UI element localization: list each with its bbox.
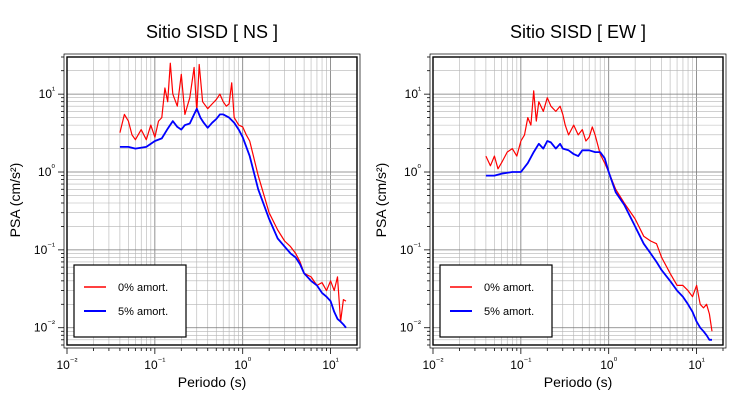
legend-label: 0% amort. xyxy=(118,282,168,294)
y-tick-label: 10⁻² xyxy=(400,319,421,335)
y-tick-label: 10⁻¹ xyxy=(400,241,421,257)
plot-outer-frame xyxy=(429,53,727,349)
y-tick-label: 10⁰ xyxy=(38,163,55,179)
x-tick-label: 10¹ xyxy=(322,356,338,372)
y-tick-label: 10⁻² xyxy=(34,319,55,335)
chart-panel-ns: Sitio SISD [ NS ] Periodo (s) PSA (cm/s²… xyxy=(7,22,361,390)
plot-frame xyxy=(432,56,724,346)
x-tick-label: 10⁻² xyxy=(56,356,77,372)
chart-title: Sitio SISD [ EW ] xyxy=(510,22,646,42)
y-axis-label: PSA (cm/s²) xyxy=(373,163,389,238)
x-axis-label: Periodo (s) xyxy=(178,374,246,390)
legend-box xyxy=(439,264,553,338)
chart-panel-ew: Sitio SISD [ EW ] Periodo (s) PSA (cm/s²… xyxy=(373,22,727,390)
series-lines xyxy=(119,62,347,329)
legend-label: 0% amort. xyxy=(484,282,534,294)
legend-label: 5% amort. xyxy=(484,306,534,318)
axes-frame xyxy=(424,53,727,354)
legend: 0% amort. 5% amort. xyxy=(73,264,187,338)
x-axis-label: Periodo (s) xyxy=(544,374,612,390)
series-line-zero-damping xyxy=(119,62,347,323)
y-tick-label: 10⁻¹ xyxy=(34,241,55,257)
series-lines xyxy=(485,90,713,341)
plot-outer-frame xyxy=(63,53,361,349)
y-tick-label: 10¹ xyxy=(39,85,55,101)
series-line-zero-damping xyxy=(485,90,713,332)
legend: 0% amort. 5% amort. xyxy=(439,264,553,338)
series-line-five-pct-damping xyxy=(485,140,712,341)
tick-labels: 10⁻² 10⁻¹ 10⁰ 10¹ 10⁻² 10⁻¹ 10⁰ 10¹ xyxy=(34,85,339,372)
x-tick-label: 10⁻¹ xyxy=(510,356,531,372)
y-tick-label: 10⁰ xyxy=(404,163,421,179)
tick-labels: 10⁻² 10⁻¹ 10⁰ 10¹ 10⁻² 10⁻¹ 10⁰ 10¹ xyxy=(400,85,705,372)
series-line-five-pct-damping xyxy=(119,107,347,329)
legend-label: 5% amort. xyxy=(118,306,168,318)
legend-box xyxy=(73,264,187,338)
x-tick-label: 10⁰ xyxy=(234,356,251,372)
axes-frame xyxy=(58,53,361,354)
x-tick-label: 10⁰ xyxy=(600,356,617,372)
x-tick-label: 10⁻¹ xyxy=(144,356,165,372)
y-tick-label: 10¹ xyxy=(405,85,421,101)
chart-title: Sitio SISD [ NS ] xyxy=(146,22,278,42)
y-axis-label: PSA (cm/s²) xyxy=(7,163,23,238)
x-tick-label: 10¹ xyxy=(688,356,704,372)
plot-frame xyxy=(66,56,358,346)
x-tick-label: 10⁻² xyxy=(422,356,443,372)
